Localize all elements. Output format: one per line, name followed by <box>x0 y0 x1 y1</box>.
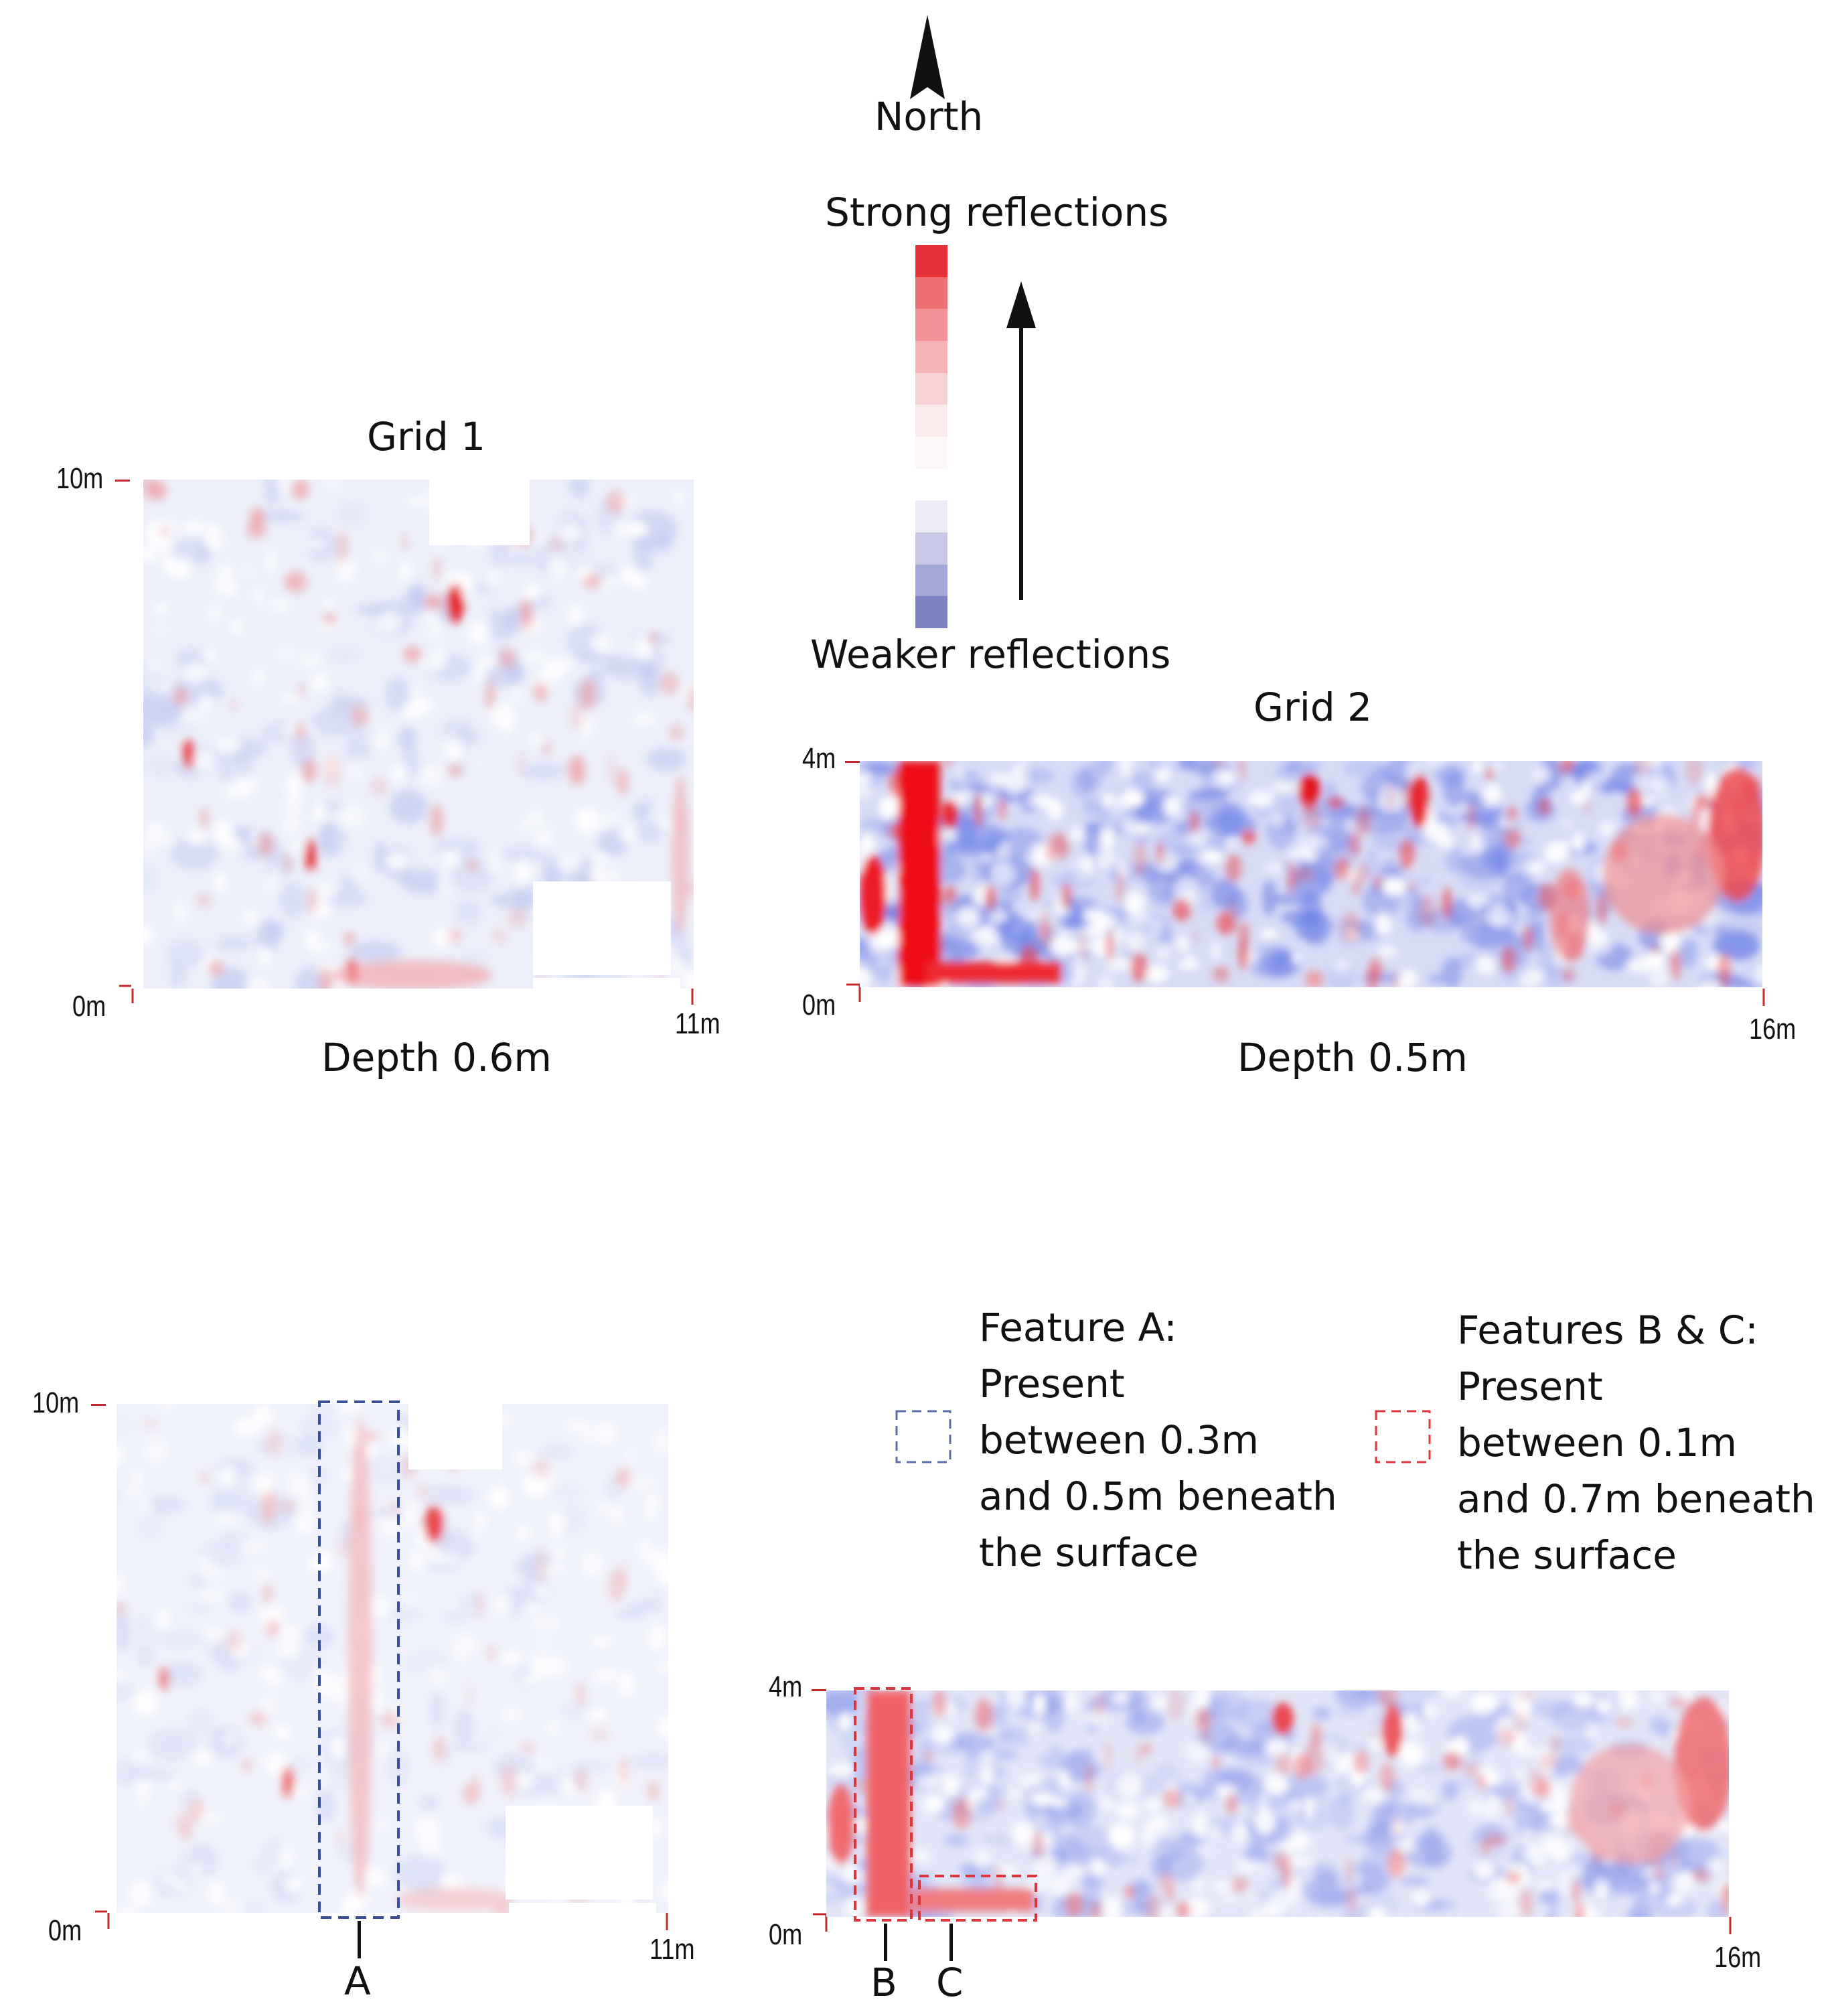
scale-swatch <box>915 596 947 629</box>
features-bc-line-3: between 0.1m <box>1457 1420 1737 1465</box>
grid1-radar-map <box>131 480 694 989</box>
grid4-x-max-label: 16m <box>1714 1941 1762 1974</box>
g4-texture <box>826 1690 1729 1917</box>
scale-swatch <box>915 468 947 501</box>
scale-swatch <box>915 277 947 309</box>
feature-a-line-1: Feature A: <box>979 1305 1177 1350</box>
grid2-x-max-tick <box>1762 989 1765 1006</box>
features-bc-legend-text: Features B & C: Present between 0.1m and… <box>1457 1302 1815 1583</box>
feature-a-line-3: between 0.3m <box>979 1417 1259 1463</box>
grid3-radar-map <box>107 1404 668 1913</box>
grid4-origin-label: 0m <box>769 1918 803 1951</box>
north-arrow-icon <box>910 15 945 99</box>
scale-swatch <box>915 245 947 278</box>
feature-b-marker-line <box>884 1924 887 1961</box>
grid3-y-max-label: 10m <box>32 1386 80 1419</box>
color-scale-bar <box>915 245 947 629</box>
scale-swatch <box>915 437 947 470</box>
grid1-x-max-tick <box>691 987 694 1005</box>
grid4-y-max-tick <box>812 1689 826 1691</box>
scale-top-label: Strong reflections <box>825 190 1169 235</box>
grid2-x-max-label: 16m <box>1749 1013 1797 1046</box>
grid3-origin-tick <box>95 1910 110 1929</box>
feature-b-marker: B <box>870 1960 897 2005</box>
feature-a-line-2: Present <box>979 1361 1125 1407</box>
g2-texture <box>860 761 1762 987</box>
scale-swatch <box>915 309 947 342</box>
feature-a-line-4: and 0.5m beneath <box>979 1473 1337 1519</box>
feature-b-box <box>854 1687 913 1922</box>
feature-a-legend-box <box>895 1410 951 1463</box>
scale-swatch <box>915 341 947 374</box>
features-bc-line-4: and 0.7m beneath <box>1457 1476 1815 1522</box>
scale-swatch <box>915 532 947 565</box>
grid1-title: Grid 1 <box>367 414 486 459</box>
feature-c-marker: C <box>936 1960 964 2005</box>
grid1-depth-label: Depth 0.6m <box>321 1035 552 1080</box>
scale-bottom-label: Weaker reflections <box>810 632 1171 677</box>
scale-swatch <box>915 500 947 533</box>
feature-a-box <box>318 1400 400 1919</box>
grid1-x-max-label: 11m <box>675 1007 720 1040</box>
grid4-y-max-label: 4m <box>769 1670 803 1703</box>
grid1-origin-label: 0m <box>72 990 106 1023</box>
grid2-radar-map <box>860 761 1762 987</box>
grid1-y-max-tick <box>115 480 130 482</box>
increase-arrow-icon <box>1006 281 1036 600</box>
features-bc-line-5: the surface <box>1457 1532 1677 1578</box>
feature-c-marker-line <box>949 1924 953 1961</box>
grid4-x-max-tick <box>1729 1917 1732 1934</box>
feature-a-legend-text: Feature A: Present between 0.3m and 0.5m… <box>979 1299 1337 1581</box>
grid3-x-max-label: 11m <box>650 1933 695 1966</box>
grid2-y-max-label: 4m <box>802 742 836 775</box>
grid4-radar-map <box>826 1690 1729 1917</box>
scale-swatch <box>915 564 947 597</box>
features-bc-line-1: Features B & C: <box>1457 1307 1758 1353</box>
scale-swatch <box>915 372 947 405</box>
features-bc-legend-box <box>1375 1410 1431 1463</box>
grid2-title: Grid 2 <box>1253 685 1373 730</box>
north-label: North <box>874 94 984 139</box>
grid3-y-max-tick <box>91 1404 106 1406</box>
grid2-depth-label: Depth 0.5m <box>1237 1035 1468 1080</box>
feature-a-marker: A <box>344 1958 371 2004</box>
g3-texture <box>107 1404 668 1913</box>
grid2-origin-label: 0m <box>802 989 836 1021</box>
grid1-y-max-label: 10m <box>56 462 104 495</box>
feature-c-box <box>918 1875 1037 1922</box>
grid2-y-max-tick <box>845 761 860 763</box>
g1-texture <box>131 480 694 989</box>
scale-swatch <box>915 405 947 437</box>
features-bc-line-2: Present <box>1457 1364 1603 1409</box>
feature-a-line-5: the surface <box>979 1530 1199 1575</box>
grid3-x-max-tick <box>666 1913 668 1930</box>
feature-a-marker-line <box>358 1921 361 1958</box>
grid3-origin-label: 0m <box>48 1914 82 1947</box>
